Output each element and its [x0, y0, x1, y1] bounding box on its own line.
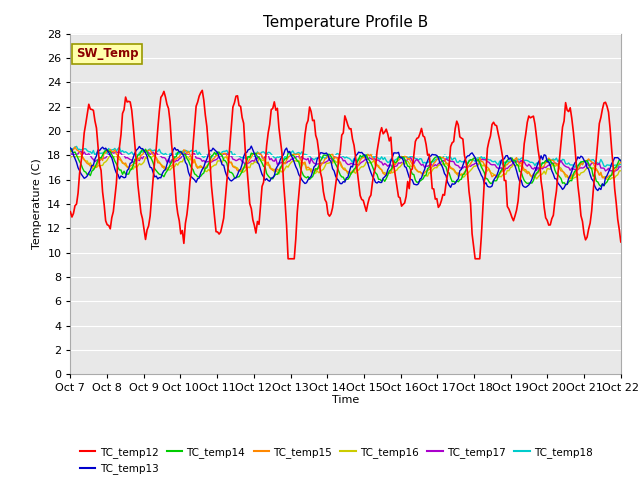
Y-axis label: Temperature (C): Temperature (C)	[31, 158, 42, 250]
Legend: TC_temp12, TC_temp13, TC_temp14, TC_temp15, TC_temp16, TC_temp17, TC_temp18: TC_temp12, TC_temp13, TC_temp14, TC_temp…	[76, 443, 597, 478]
Text: SW_Temp: SW_Temp	[76, 47, 138, 60]
X-axis label: Time: Time	[332, 395, 359, 405]
Title: Temperature Profile B: Temperature Profile B	[263, 15, 428, 30]
